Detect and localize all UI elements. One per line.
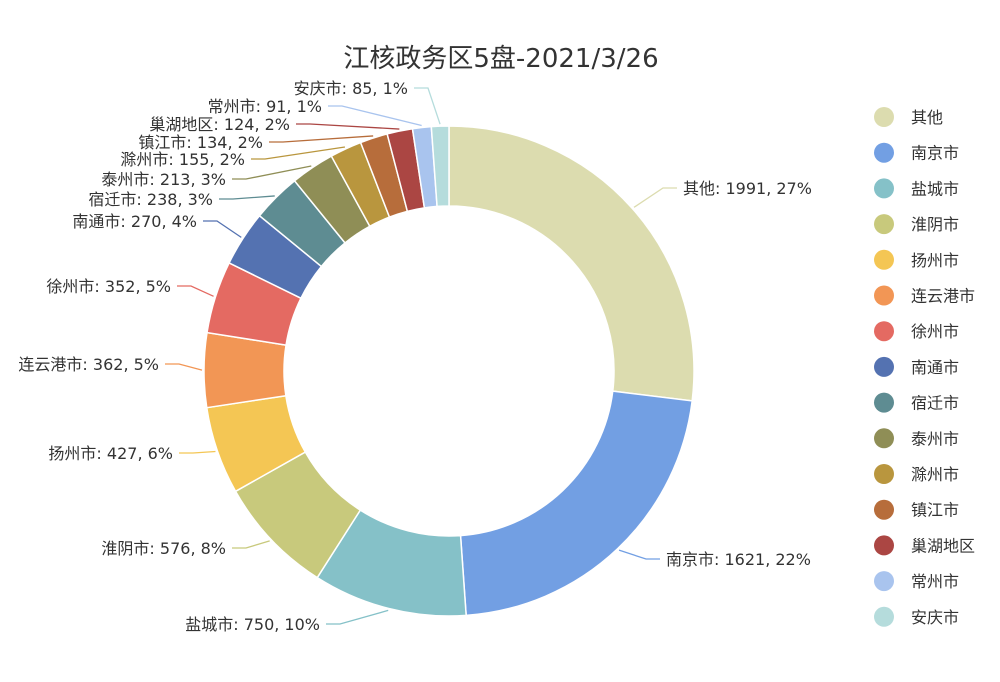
legend-swatch-淮阴市 <box>874 214 894 235</box>
data-label-扬州市: 扬州市: 427, 6% <box>48 444 173 463</box>
leader-line-盐城市 <box>326 609 389 625</box>
leader-line-南通市 <box>203 220 242 238</box>
legend-label-镇江市: 镇江市 <box>911 501 959 520</box>
leader-line-淮阴市 <box>232 540 270 549</box>
legend-swatch-南京市 <box>874 142 894 163</box>
legend-label-南通市: 南通市 <box>911 358 959 377</box>
legend-swatch-南通市 <box>874 356 894 377</box>
legend-label-连云港市: 连云港市 <box>911 287 975 306</box>
leader-line-巢湖地区 <box>296 123 400 130</box>
legend-swatch-徐州市 <box>874 321 894 342</box>
slice-安庆市 <box>430 125 450 208</box>
data-label-盐城市: 盐城市: 750, 10% <box>185 615 320 634</box>
legend-label-滁州市: 滁州市 <box>911 465 959 484</box>
legend-swatch-常州市 <box>874 571 894 592</box>
legend-swatch-宿迁市 <box>874 392 894 413</box>
leader-line-其他 <box>633 187 677 208</box>
leader-line-镇江市 <box>269 135 374 143</box>
slice-南京市 <box>459 390 694 617</box>
legend-swatch-连云港市 <box>874 285 894 306</box>
legend-label-泰州市: 泰州市 <box>911 429 959 448</box>
slice-其他 <box>448 125 695 402</box>
legend-swatch-其他 <box>874 107 894 127</box>
data-label-滁州市: 滁州市: 155, 2% <box>120 150 245 169</box>
legend-swatch-镇江市 <box>874 499 894 520</box>
legend-label-徐州市: 徐州市 <box>911 322 959 341</box>
data-label-连云港市: 连云港市: 362, 5% <box>18 355 159 374</box>
legend-label-盐城市: 盐城市 <box>911 179 959 198</box>
data-label-南通市: 南通市: 270, 4% <box>72 212 197 231</box>
data-label-镇江市: 镇江市: 134, 2% <box>138 133 263 152</box>
data-label-巢湖地区: 巢湖地区: 124, 2% <box>149 115 290 134</box>
data-label-南京市: 南京市: 1621, 22% <box>666 550 811 569</box>
legend-label-扬州市: 扬州市 <box>911 251 959 270</box>
leader-line-徐州市 <box>177 285 214 297</box>
data-label-安庆市: 安庆市: 85, 1% <box>294 79 408 98</box>
legend-label-安庆市: 安庆市 <box>911 608 959 627</box>
legend-label-淮阴市: 淮阴市 <box>911 215 959 234</box>
labels-group: 其他: 1991, 27% 南京市: 1621, 22% 盐城市: 750, 10%… <box>18 79 812 634</box>
legend: 其他南京市盐城市淮阴市扬州市连云港市徐州市南通市宿迁市泰州市滁州市镇江市巢湖地区… <box>874 107 975 627</box>
legend-swatch-安庆市 <box>874 606 894 627</box>
leader-line-扬州市 <box>179 450 216 454</box>
leader-line-连云港市 <box>165 363 203 371</box>
chart-title: 江核政务区5盘-2021/3/26 <box>343 44 658 74</box>
data-label-常州市: 常州市: 91, 1% <box>208 97 322 116</box>
leader-line-滁州市 <box>251 146 346 160</box>
data-label-泰州市: 泰州市: 213, 3% <box>101 170 226 189</box>
legend-label-常州市: 常州市 <box>911 572 959 591</box>
legend-label-其他: 其他 <box>911 108 943 127</box>
data-label-宿迁市: 宿迁市: 238, 3% <box>88 190 213 209</box>
legend-swatch-巢湖地区 <box>874 535 894 556</box>
legend-swatch-泰州市 <box>874 428 894 449</box>
legend-swatch-扬州市 <box>874 249 894 270</box>
legend-label-宿迁市: 宿迁市 <box>911 394 959 413</box>
data-label-淮阴市: 淮阴市: 576, 8% <box>101 539 226 558</box>
data-label-其他: 其他: 1991, 27% <box>683 179 812 198</box>
leader-line-常州市 <box>328 105 422 127</box>
slices-group <box>203 125 695 617</box>
leader-line-南京市 <box>618 549 660 560</box>
leader-line-泰州市 <box>232 165 312 180</box>
data-label-徐州市: 徐州市: 352, 5% <box>46 277 171 296</box>
leader-line-安庆市 <box>414 87 441 125</box>
legend-swatch-盐城市 <box>874 178 894 199</box>
legend-swatch-滁州市 <box>874 464 894 484</box>
legend-label-南京市: 南京市 <box>911 144 959 163</box>
legend-label-巢湖地区: 巢湖地区 <box>911 536 975 555</box>
leader-line-宿迁市 <box>219 195 275 200</box>
